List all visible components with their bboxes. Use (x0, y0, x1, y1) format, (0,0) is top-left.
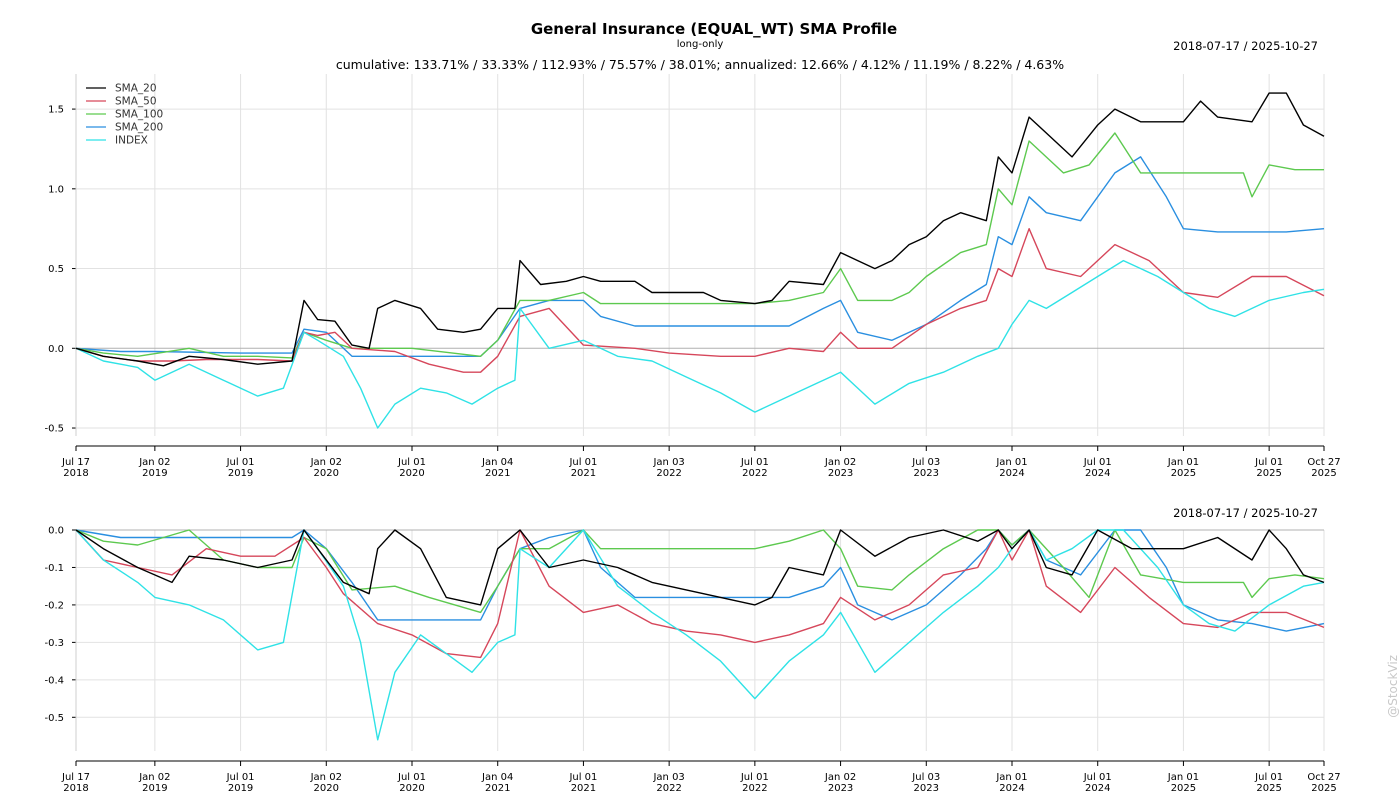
x-tick-year-label: 2022 (656, 468, 681, 479)
y-tick-label: -0.3 (44, 638, 64, 649)
x-tick-label: Jul 01 (568, 457, 597, 468)
x-tick-year-label: 2022 (742, 783, 767, 794)
date-range-top: 2018-07-17 / 2025-10-27 (1173, 39, 1318, 53)
series-line-sma-100 (75, 529, 1325, 614)
x-tick-year-label: 2021 (485, 783, 510, 794)
x-tick-label: Jul 01 (568, 772, 597, 783)
x-tick-year-label: 2025 (1311, 783, 1336, 794)
x-tick-year-label: 2020 (399, 783, 424, 794)
x-tick-label: Jan 01 (1167, 457, 1199, 468)
x-tick-label: Jul 01 (226, 772, 255, 783)
x-tick-label: Jul 01 (397, 457, 426, 468)
x-tick-label: Jan 02 (138, 772, 170, 783)
y-tick-label: 0.0 (48, 526, 64, 537)
x-tick-year-label: 2023 (914, 468, 939, 479)
x-tick-label: Jul 01 (1254, 457, 1283, 468)
x-tick-label: Jan 04 (481, 772, 513, 783)
x-tick-label: Oct 27 (1307, 772, 1340, 783)
x-tick-year-label: 2024 (999, 468, 1024, 479)
x-tick-label: Jan 04 (481, 457, 513, 468)
x-tick-label: Jul 01 (226, 457, 255, 468)
y-tick-label: -0.2 (44, 600, 64, 611)
y-tick-label: 0.5 (48, 264, 64, 275)
y-tick-label: 1.0 (48, 184, 64, 195)
x-tick-year-label: 2019 (228, 468, 253, 479)
legend-label: INDEX (115, 135, 148, 147)
x-tick-label: Jan 01 (995, 772, 1027, 783)
x-tick-year-label: 2021 (485, 468, 510, 479)
x-tick-year-label: 2024 (1085, 468, 1110, 479)
y-tick-label: -0.5 (44, 713, 64, 724)
series-line-sma-50 (75, 228, 1325, 373)
x-tick-label: Jan 02 (310, 457, 342, 468)
x-tick-label: Jul 01 (397, 772, 426, 783)
y-tick-label: 0.0 (48, 344, 64, 355)
x-tick-year-label: 2021 (571, 783, 596, 794)
x-tick-label: Jul 01 (1083, 457, 1112, 468)
x-tick-year-label: 2023 (828, 783, 853, 794)
x-tick-label: Jul 01 (1254, 772, 1283, 783)
series-line-index (75, 259, 1325, 429)
x-tick-label: Jan 03 (652, 457, 684, 468)
legend-label: SMA_20 (115, 83, 157, 95)
x-tick-year-label: 2022 (656, 783, 681, 794)
x-tick-label: Oct 27 (1307, 457, 1340, 468)
x-tick-year-label: 2025 (1311, 468, 1336, 479)
x-tick-label: Jan 02 (824, 772, 856, 783)
x-tick-year-label: 2022 (742, 468, 767, 479)
x-tick-label: Jul 17 (61, 772, 90, 783)
x-tick-year-label: 2019 (142, 468, 167, 479)
y-tick-label: -0.5 (44, 424, 64, 435)
x-tick-year-label: 2023 (828, 468, 853, 479)
x-tick-label: Jan 02 (824, 457, 856, 468)
x-tick-year-label: 2020 (314, 783, 339, 794)
series-line-sma-100 (75, 132, 1324, 359)
x-tick-label: Jan 01 (995, 457, 1027, 468)
x-tick-label: Jul 01 (740, 772, 769, 783)
date-range-bottom: 2018-07-17 / 2025-10-27 (1173, 506, 1318, 520)
x-tick-label: Jul 01 (1083, 772, 1112, 783)
x-tick-year-label: 2019 (228, 783, 253, 794)
x-tick-label: Jan 02 (310, 772, 342, 783)
x-tick-year-label: 2018 (63, 468, 88, 479)
x-tick-year-label: 2025 (1171, 783, 1196, 794)
x-tick-year-label: 2025 (1171, 468, 1196, 479)
x-tick-year-label: 2025 (1256, 468, 1281, 479)
x-tick-label: Jan 03 (652, 772, 684, 783)
series-line-sma-20 (75, 529, 1325, 606)
chart-title: General Insurance (EQUAL_WT) SMA Profile (530, 20, 898, 38)
series-line-sma-200 (75, 156, 1325, 357)
x-tick-year-label: 2024 (999, 783, 1024, 794)
x-tick-label: Jan 02 (138, 457, 170, 468)
legend-label: SMA_100 (115, 109, 163, 121)
legend-label: SMA_200 (115, 122, 163, 134)
chart-subtitle: long-only (676, 39, 724, 50)
y-tick-label: 1.5 (48, 105, 64, 116)
series-line-sma-20 (75, 92, 1325, 367)
x-tick-year-label: 2018 (63, 783, 88, 794)
x-tick-label: Jul 01 (740, 457, 769, 468)
x-tick-label: Jul 03 (911, 457, 940, 468)
x-tick-year-label: 2023 (914, 783, 939, 794)
x-tick-year-label: 2021 (571, 468, 596, 479)
x-tick-year-label: 2020 (399, 468, 424, 479)
x-tick-year-label: 2025 (1256, 783, 1281, 794)
legend-label: SMA_50 (115, 96, 157, 108)
y-tick-label: -0.4 (44, 675, 64, 686)
x-tick-year-label: 2024 (1085, 783, 1110, 794)
x-tick-year-label: 2020 (314, 468, 339, 479)
y-tick-label: -0.1 (44, 563, 64, 574)
series-line-sma-200 (75, 529, 1325, 632)
x-tick-label: Jan 01 (1167, 772, 1199, 783)
series-line-index (75, 529, 1325, 741)
x-tick-year-label: 2019 (142, 783, 167, 794)
x-tick-label: Jul 03 (911, 772, 940, 783)
performance-summary: cumulative: 133.71% / 33.33% / 112.93% /… (335, 57, 1065, 72)
x-tick-label: Jul 17 (61, 457, 90, 468)
